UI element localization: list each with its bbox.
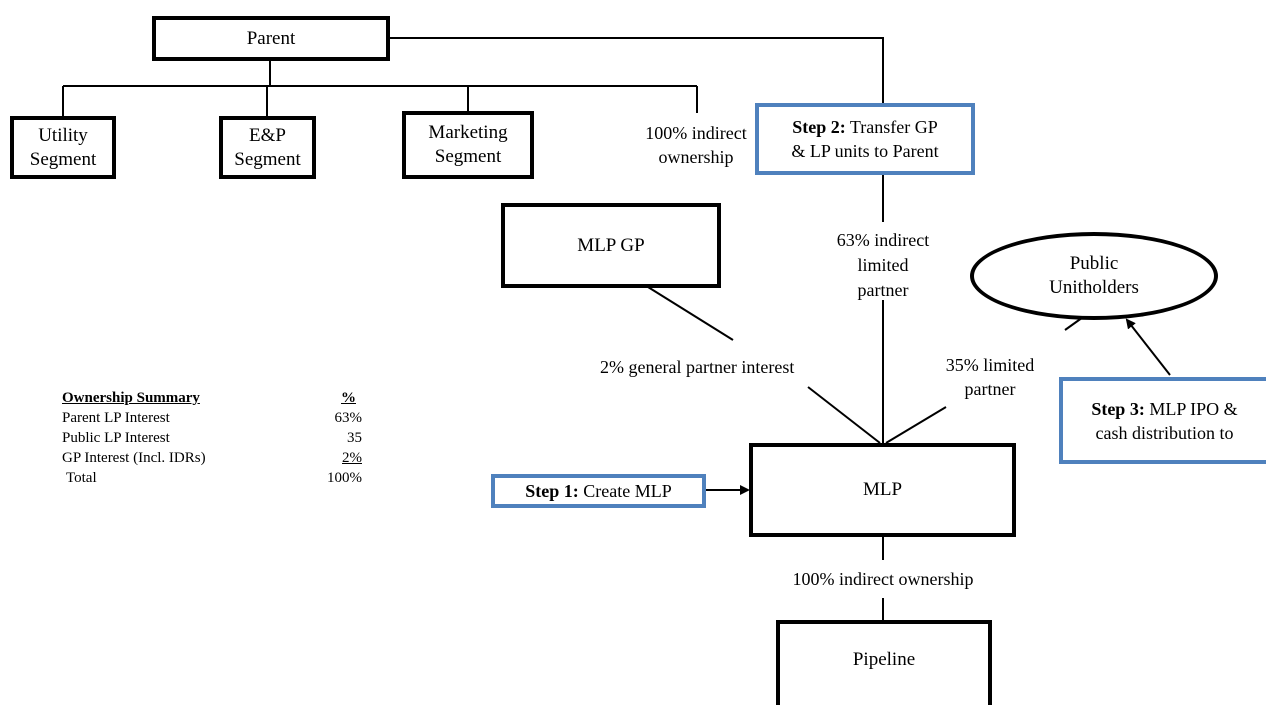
indirect-ownership-top-label: 100% indirect ownership (576, 121, 816, 169)
step2-bold: Step 2: (792, 117, 846, 137)
summary-row-value: 100% (327, 470, 362, 486)
indirect-lp-1: 63% indirect (836, 230, 930, 250)
summary-row-label: Public LP Interest (62, 430, 170, 446)
summary-header-label: Ownership Summary (62, 390, 200, 406)
indirect-lp-2: limited (857, 255, 909, 275)
summary-row-label: Parent LP Interest (62, 410, 170, 426)
summary-row: Parent LP Interest 63% (62, 408, 362, 428)
ep-label-1: E&P (249, 124, 286, 146)
summary-header-unit: % (341, 390, 356, 406)
summary-row: Public LP Interest 35 (62, 428, 362, 448)
parent-box: Parent (152, 16, 390, 61)
parent-mlp-line (390, 37, 884, 103)
summary-row-total: Total 100% (62, 468, 362, 488)
public-lp-2: partner (964, 379, 1016, 399)
marketing-label-2: Segment (434, 146, 502, 167)
summary-header: Ownership Summary % (62, 388, 362, 408)
marketing-segment-box: Marketing Segment (402, 111, 534, 179)
summary-row: GP Interest (Incl. IDRs) 2% (62, 448, 362, 468)
gp-interest-label: 2% general partner interest (600, 355, 870, 379)
mlp-label: MLP (862, 479, 903, 500)
ownership-summary: Ownership Summary % Parent LP Interest 6… (62, 388, 362, 488)
connector-lines (62, 37, 1171, 620)
step1-box: Step 1: Create MLP (491, 474, 706, 508)
indirect-lp-3: partner (857, 280, 909, 300)
indirect-ownership-top-2: ownership (658, 147, 734, 167)
public-lp-1: 35% limited (945, 355, 1035, 375)
summary-row-value: 63% (334, 410, 363, 426)
mlp-gp-box: MLP GP (501, 203, 721, 288)
public-unitholders-ellipse: Public Unitholders (970, 232, 1218, 320)
utility-label-2: Segment (29, 148, 97, 170)
step1-text: Create MLP (578, 481, 672, 501)
step2-text: Transfer GP (845, 117, 938, 137)
ep-label-2: Segment (234, 148, 301, 170)
summary-row-label: GP Interest (Incl. IDRs) (62, 450, 206, 466)
step3-box: Step 3: MLP IPO & cash distribution to (1059, 377, 1266, 464)
mlp-gp-label: MLP GP (577, 234, 645, 256)
step2-box: Step 2: Transfer GP & LP units to Parent (755, 103, 975, 175)
pipeline-label: Pipeline (852, 648, 916, 670)
marketing-label-1: Marketing (428, 122, 508, 143)
step3-line2: cash distribution to (1095, 422, 1234, 443)
step3-arrow (1125, 318, 1171, 376)
step1-bold: Step 1: (525, 481, 579, 501)
public-unitholders-1: Public (1069, 253, 1119, 274)
gp-line-upper (647, 286, 734, 341)
step3-bold: Step 3: (1091, 398, 1145, 419)
indirect-ownership-bottom-text: 100% indirect ownership (792, 569, 974, 589)
pipeline-box: Pipeline (776, 620, 992, 705)
summary-row-value: 35 (347, 430, 362, 446)
public-unitholders-2: Unitholders (1049, 277, 1139, 298)
utility-segment-box: Utility Segment (10, 116, 116, 179)
public-lp-label: 35% limited partner (930, 353, 1050, 401)
step2-line2: & LP units to Parent (791, 141, 939, 161)
utility-label-1: Utility (38, 124, 88, 146)
step3-text: MLP IPO & (1144, 398, 1238, 419)
indirect-ownership-bottom-label: 100% indirect ownership (763, 567, 1003, 591)
public-line-lower (885, 406, 947, 444)
summary-row-label: Total (66, 470, 97, 486)
summary-row-value: 2% (342, 450, 362, 466)
ep-segment-box: E&P Segment (219, 116, 316, 179)
gp-line-lower (807, 386, 881, 444)
gp-interest-text: 2% general partner interest (600, 357, 795, 377)
mlp-box: MLP (749, 443, 1016, 537)
indirect-lp-label: 63% indirect limited partner (793, 228, 973, 303)
indirect-ownership-top-1: 100% indirect (645, 123, 747, 143)
parent-label: Parent (246, 27, 296, 49)
